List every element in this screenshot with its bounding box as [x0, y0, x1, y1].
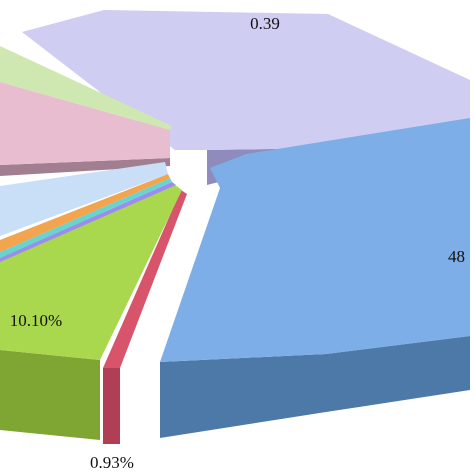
pie-slice-4 [0, 182, 176, 262]
pie-slice-side-1 [160, 336, 470, 438]
slice-label-3: 10.10% [10, 311, 62, 330]
pie-slice-7 [0, 162, 168, 236]
pie-slice-side-2 [103, 368, 120, 444]
pie-slice-8 [0, 82, 170, 165]
pie-slice-3 [0, 185, 182, 360]
pie-slice-side-3 [0, 350, 100, 440]
pie-slice-2 [103, 190, 187, 368]
pie-slice-9 [0, 46, 172, 130]
slice-label-1: 48 [448, 247, 465, 266]
slice-label-2: 0.93% [90, 453, 134, 472]
pie-slice-5 [0, 178, 172, 258]
slice-label-0: 0.39 [250, 14, 280, 33]
pie-slice-side-8 [0, 158, 170, 176]
pie-slice-6 [0, 174, 170, 252]
pie-slice-1 [160, 118, 470, 362]
